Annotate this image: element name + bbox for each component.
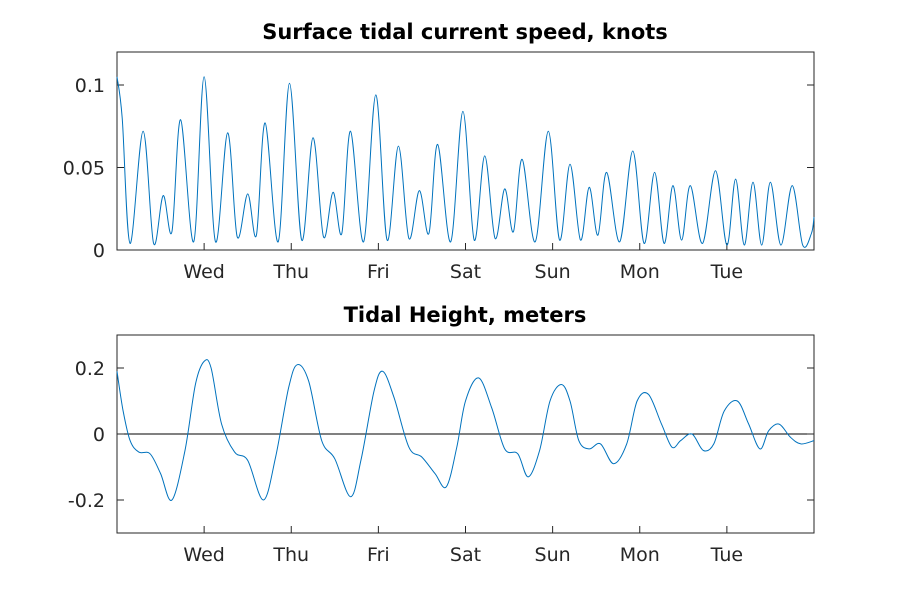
speed-series-line <box>116 76 815 248</box>
tidal-height-chart: Tidal Height, meters Wed Thu Fri Sat Sun Mon T… <box>68 303 815 566</box>
x-tick-label: Mon <box>620 544 660 566</box>
plot-area-box <box>116 51 815 251</box>
x-tick-label: Sat <box>450 544 481 566</box>
tick-layer: Wed Thu Fri Sat Sun Mon Tue -0.2 0 0.2 <box>68 358 814 566</box>
x-tick-label: Thu <box>272 544 309 566</box>
x-tick-label: Tue <box>710 261 743 283</box>
x-tick-label: Wed <box>183 261 224 283</box>
y-tick-label: 0 <box>93 240 105 262</box>
y-tick-label: 0 <box>93 424 105 446</box>
y-tick-label: -0.2 <box>68 490 105 512</box>
y-tick-label: 0.2 <box>75 358 105 380</box>
x-tick-label: Fri <box>367 544 390 566</box>
x-tick-label: Wed <box>183 544 224 566</box>
x-tick-label: Sun <box>535 544 571 566</box>
tick-layer: Wed Thu Fri Sat Sun Mon Tue 0 0.05 0.1 <box>63 75 814 283</box>
height-series-line <box>116 359 815 501</box>
chart-title: Tidal Height, meters <box>344 303 587 327</box>
y-tick-label: 0.1 <box>75 75 105 97</box>
x-tick-label: Fri <box>367 261 390 283</box>
y-tick-label: 0.05 <box>63 158 105 180</box>
current-speed-chart: Surface tidal current speed, knots Wed Th… <box>63 20 815 283</box>
x-tick-label: Thu <box>272 261 309 283</box>
x-tick-label: Tue <box>710 544 743 566</box>
x-tick-label: Sun <box>535 261 571 283</box>
chart-title: Surface tidal current speed, knots <box>262 20 668 44</box>
x-tick-label: Mon <box>620 261 660 283</box>
x-tick-label: Sat <box>450 261 481 283</box>
